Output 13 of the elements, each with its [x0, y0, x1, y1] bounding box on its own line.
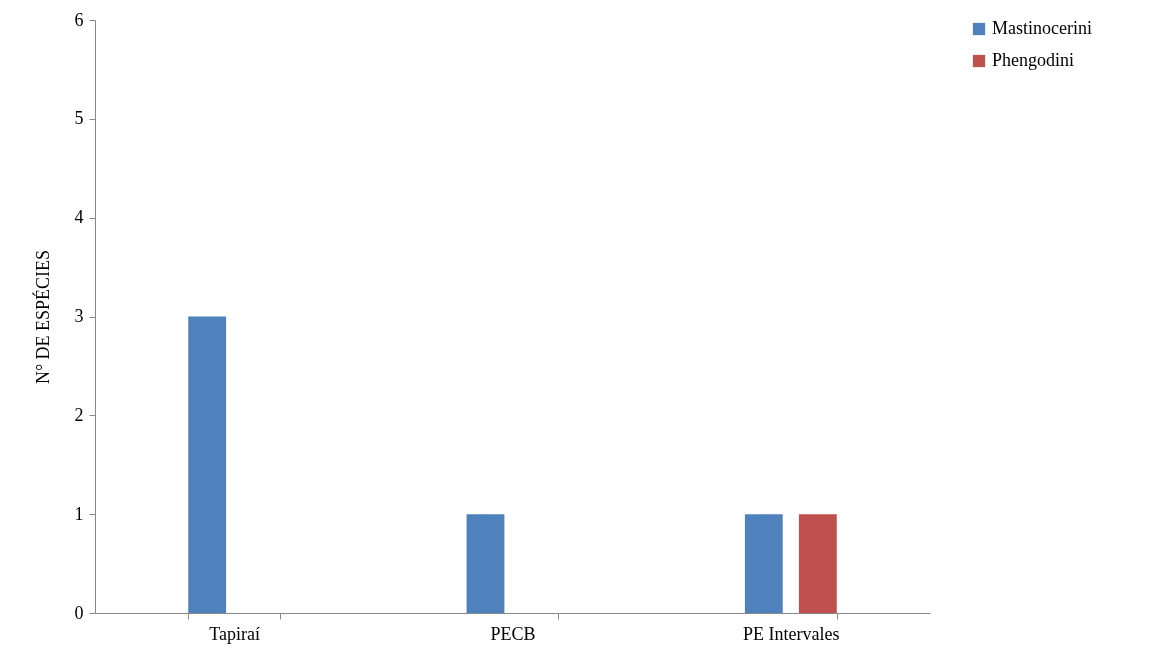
x-tick-label: PECB: [490, 623, 536, 644]
y-tick-label: 2: [74, 404, 84, 425]
y-axis-title: N° DE ESPÉCIES: [31, 249, 53, 385]
legend-label: Phengodini: [992, 50, 1075, 70]
x-tick-label: Tapiraí: [209, 623, 261, 644]
x-tick-label: PE Intervales: [743, 623, 840, 644]
y-tick-label: 1: [74, 503, 84, 524]
y-tick-label: 6: [74, 9, 84, 30]
y-tick-label: 5: [74, 108, 84, 129]
y-tick-label: 0: [74, 602, 84, 623]
y-tick-label: 3: [74, 306, 84, 326]
legend-label: Mastinocerini: [992, 18, 1092, 38]
y-tick-label: 4: [74, 207, 84, 228]
